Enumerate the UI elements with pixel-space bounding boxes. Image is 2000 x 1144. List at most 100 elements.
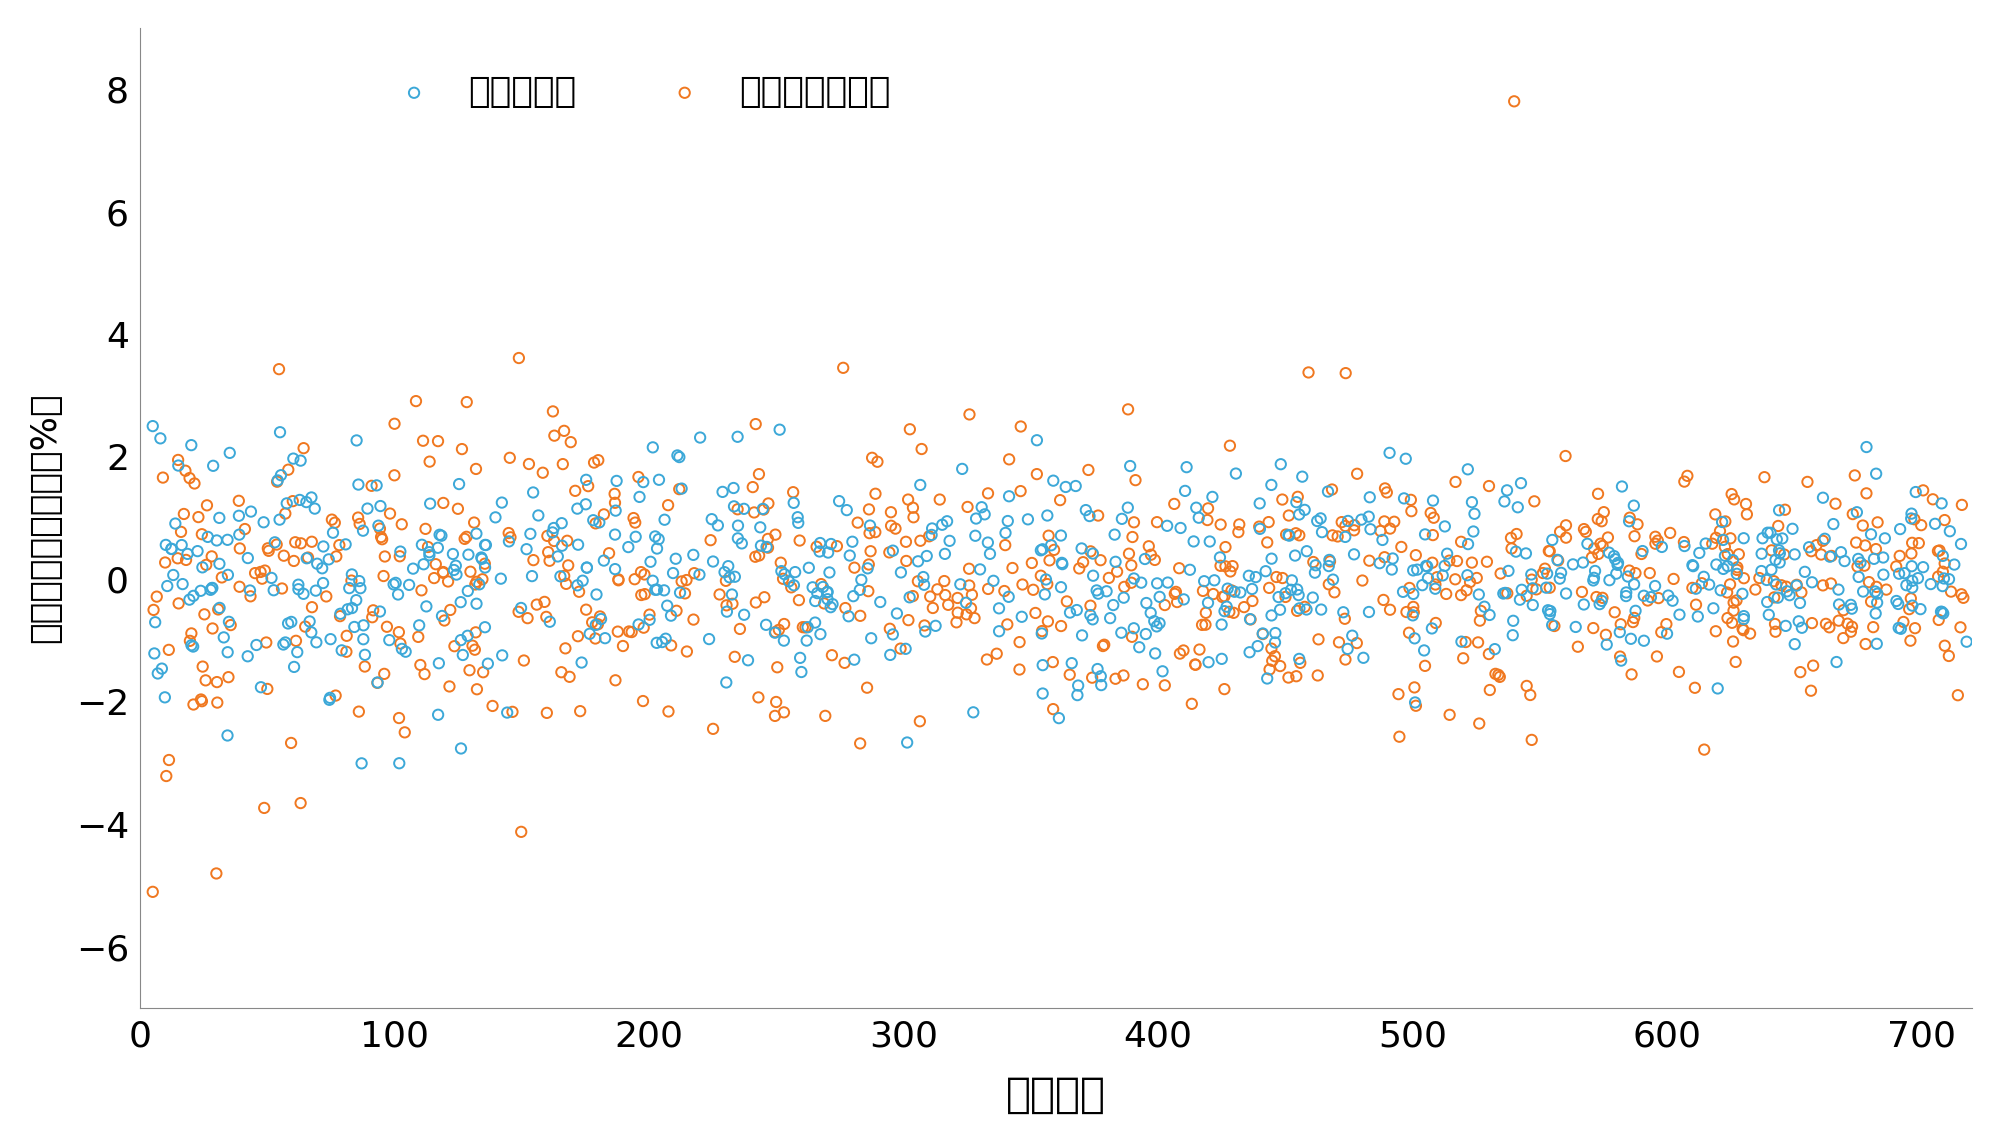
- クロザピン: [288, 585, 320, 603]
- ノルクロザピン: [614, 622, 646, 641]
- ノルクロザピン: [494, 448, 526, 467]
- ノルクロザピン: [546, 455, 578, 474]
- クロザピン: [784, 649, 816, 667]
- クロザピン: [1304, 509, 1336, 527]
- ノルクロザピン: [1796, 614, 1828, 633]
- クロザピン: [444, 475, 476, 493]
- ノルクロザピン: [532, 526, 564, 545]
- クロザピン: [1042, 709, 1074, 728]
- ノルクロザピン: [1400, 546, 1432, 564]
- ノルクロザピン: [460, 575, 492, 594]
- ノルクロザピン: [1092, 569, 1124, 587]
- クロザピン: [1376, 561, 1408, 579]
- クロザピン: [364, 496, 396, 515]
- ノルクロザピン: [854, 542, 886, 561]
- クロザピン: [1330, 527, 1362, 546]
- クロザピン: [622, 615, 654, 634]
- クロザピン: [1274, 526, 1306, 545]
- クロザピン: [192, 527, 224, 546]
- クロザピン: [148, 689, 180, 707]
- クロザピン: [1198, 571, 1230, 589]
- ノルクロザピン: [1626, 545, 1658, 563]
- クロザピン: [874, 645, 906, 664]
- クロザピン: [836, 533, 868, 551]
- ノルクロザピン: [748, 588, 780, 606]
- クロザピン: [1496, 626, 1528, 644]
- クロザピン: [1276, 571, 1308, 589]
- クロザピン: [1180, 499, 1212, 517]
- クロザピン: [1026, 684, 1058, 702]
- クロザピン: [514, 525, 546, 543]
- クロザピン: [578, 511, 610, 530]
- ノルクロザピン: [860, 485, 892, 503]
- クロザピン: [1300, 556, 1332, 574]
- クロザピン: [186, 558, 218, 577]
- ノルクロザピン: [162, 549, 194, 567]
- クロザピン: [934, 532, 966, 550]
- クロザピン: [634, 611, 666, 629]
- ノルクロザピン: [316, 510, 348, 529]
- ノルクロザピン: [200, 865, 232, 883]
- ノルクロザピン: [1948, 589, 1980, 607]
- ノルクロザピン: [1740, 580, 1772, 598]
- ノルクロザピン: [552, 532, 584, 550]
- ノルクロザピン: [1340, 634, 1372, 652]
- クロザピン: [750, 615, 782, 634]
- クロザピン: [1406, 577, 1438, 595]
- クロザピン: [270, 494, 302, 513]
- ノルクロザピン: [1518, 492, 1550, 510]
- クロザピン: [876, 541, 908, 559]
- ノルクロザピン: [628, 692, 660, 710]
- クロザピン: [1868, 565, 1900, 583]
- クロザピン: [806, 578, 838, 596]
- ノルクロザピン: [1816, 547, 1848, 565]
- ノルクロザピン: [476, 697, 508, 715]
- ノルクロザピン: [150, 554, 182, 572]
- ノルクロザピン: [1112, 545, 1144, 563]
- クロザピン: [1764, 545, 1796, 563]
- クロザピン: [1458, 523, 1490, 541]
- ノルクロザピン: [212, 668, 244, 686]
- クロザピン: [342, 476, 374, 494]
- クロザピン: [1530, 579, 1562, 597]
- ノルクロザピン: [414, 453, 446, 471]
- クロザピン: [480, 508, 512, 526]
- ノルクロザピン: [1256, 652, 1288, 670]
- クロザピン: [1924, 603, 1956, 621]
- クロザピン: [1280, 493, 1312, 511]
- ノルクロザピン: [862, 453, 894, 471]
- ノルクロザピン: [166, 523, 198, 541]
- ノルクロザピン: [1510, 677, 1542, 696]
- クロザピン: [1504, 590, 1536, 609]
- クロザピン: [394, 575, 426, 594]
- クロザピン: [1884, 521, 1916, 539]
- クロザピン: [664, 448, 696, 467]
- ノルクロザピン: [1160, 582, 1192, 601]
- ノルクロザピン: [1116, 527, 1148, 546]
- ノルクロザピン: [890, 551, 922, 570]
- ノルクロザピン: [1928, 636, 1960, 654]
- クロザピン: [1536, 531, 1568, 549]
- ノルクロザピン: [1516, 571, 1548, 589]
- クロザピン: [838, 587, 870, 605]
- ノルクロザピン: [1198, 585, 1230, 603]
- クロザピン: [1618, 575, 1650, 594]
- ノルクロザピン: [1566, 582, 1598, 601]
- ノルクロザピン: [1390, 603, 1422, 621]
- クロザピン: [162, 456, 194, 475]
- ノルクロザピン: [1410, 657, 1442, 675]
- クロザピン: [264, 510, 296, 529]
- ノルクロザピン: [442, 500, 474, 518]
- ノルクロザピン: [468, 664, 500, 682]
- クロザピン: [470, 535, 502, 554]
- ノルクロザピン: [190, 556, 222, 574]
- クロザピン: [466, 549, 498, 567]
- クロザピン: [1138, 612, 1170, 630]
- クロザピン: [1950, 633, 1982, 651]
- ノルクロザピン: [146, 468, 178, 486]
- ノルクロザピン: [1292, 364, 1324, 382]
- クロザピン: [968, 506, 1000, 524]
- クロザピン: [334, 579, 366, 597]
- ノルクロザピン: [1700, 506, 1732, 524]
- ノルクロザピン: [190, 672, 222, 690]
